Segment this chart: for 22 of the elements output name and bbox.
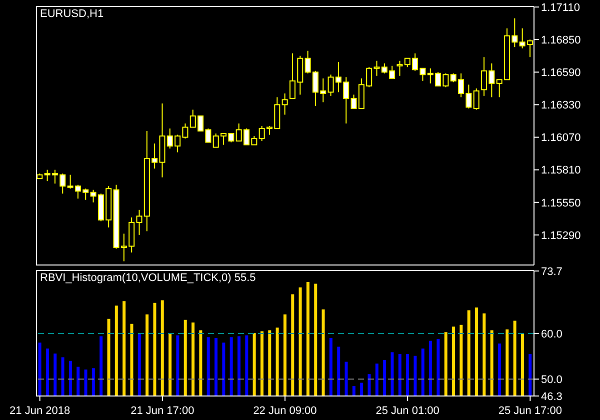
y-tick-label: 73.7: [541, 266, 562, 278]
candlestick: [396, 60, 403, 76]
candlestick: [282, 92, 288, 116]
candlestick: [473, 88, 480, 110]
x-tick-label: 22 Jun 09:00: [253, 405, 317, 417]
y-tick-label: 60.0: [541, 328, 562, 340]
y-tick-label: 50.0: [541, 374, 562, 386]
x-tick-label: 25 Jun 01:00: [376, 405, 440, 417]
y-tick-label: 1.16590: [541, 67, 581, 80]
y-tick-label: 1.15810: [541, 164, 581, 177]
x-tick-label: 21 Jun 17:00: [130, 405, 194, 417]
x-tick-label: 21 Jun 2018: [10, 405, 70, 417]
y-tick-label: 1.16330: [541, 100, 581, 112]
y-tick-label: 1.16070: [541, 132, 581, 144]
y-tick-label: 1.15290: [541, 230, 581, 242]
y-tick-label: 46.3: [541, 390, 562, 403]
y-tick-label: 1.17110: [541, 2, 580, 14]
y-tick-label: 1.16850: [541, 34, 581, 46]
x-tick-label: 25 Jun 17:00: [498, 405, 562, 417]
chart-title: RBVI_Histogram(10,VOLUME_TICK,0) 55.5: [40, 272, 256, 284]
y-tick-label: 1.15550: [541, 197, 581, 210]
chart-title: EURUSD,H1: [40, 8, 104, 20]
